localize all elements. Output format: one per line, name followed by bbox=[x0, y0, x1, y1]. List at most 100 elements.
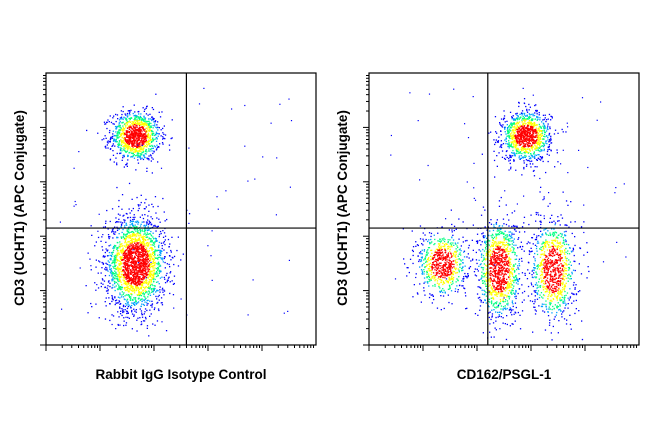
event-dot bbox=[153, 293, 155, 295]
event-dot bbox=[549, 127, 551, 130]
event-dot bbox=[161, 289, 163, 291]
event-dot bbox=[154, 225, 156, 227]
event-dot bbox=[115, 272, 117, 274]
event-dot bbox=[121, 236, 123, 239]
event-dot bbox=[116, 275, 118, 277]
event-dot bbox=[137, 271, 140, 273]
event-dot bbox=[421, 270, 423, 272]
event-dot bbox=[147, 130, 149, 132]
event-dot bbox=[505, 138, 507, 140]
event-dot bbox=[132, 280, 134, 282]
event-dot bbox=[149, 264, 151, 266]
event-dot bbox=[539, 138, 541, 140]
event-dot bbox=[143, 293, 145, 295]
event-dot bbox=[126, 262, 128, 264]
event-dot bbox=[151, 203, 153, 205]
event-dot bbox=[510, 135, 512, 138]
event-dot bbox=[518, 155, 520, 157]
event-dot bbox=[143, 145, 146, 148]
event-dot bbox=[425, 271, 428, 273]
event-dot bbox=[523, 140, 525, 142]
event-dot bbox=[141, 214, 143, 216]
event-dot bbox=[131, 281, 133, 283]
event-dot bbox=[126, 213, 128, 215]
event-dot bbox=[144, 266, 146, 268]
event-dot bbox=[137, 252, 139, 254]
event-dot bbox=[136, 140, 138, 142]
event-dot bbox=[462, 241, 464, 243]
event-dot bbox=[152, 158, 154, 160]
event-dot bbox=[146, 131, 148, 133]
event-dot bbox=[131, 238, 133, 240]
event-dot bbox=[112, 230, 114, 232]
event-dot bbox=[528, 120, 531, 122]
event-dot bbox=[500, 140, 502, 142]
event-dot bbox=[173, 255, 176, 258]
event-dot bbox=[133, 226, 136, 228]
event-dot bbox=[450, 242, 452, 244]
event-dot bbox=[530, 136, 532, 138]
event-dot bbox=[119, 241, 121, 243]
event-dot bbox=[158, 294, 160, 297]
event-dot bbox=[434, 280, 436, 282]
event-dot bbox=[521, 125, 523, 127]
event-dot bbox=[534, 124, 536, 126]
event-dot bbox=[126, 289, 128, 291]
event-dot bbox=[125, 243, 128, 246]
event-dot bbox=[145, 120, 147, 123]
event-dot bbox=[530, 127, 532, 129]
event-dot bbox=[155, 240, 157, 242]
event-dot bbox=[162, 143, 164, 145]
event-dot bbox=[538, 137, 540, 139]
event-dot bbox=[538, 126, 540, 128]
event-dot bbox=[438, 286, 440, 288]
event-dot bbox=[119, 129, 121, 132]
event-dot bbox=[125, 142, 127, 144]
event-dot bbox=[141, 303, 143, 305]
event-dot bbox=[140, 293, 142, 295]
event-dot bbox=[512, 130, 514, 132]
event-dot bbox=[505, 150, 508, 153]
event-dot bbox=[142, 262, 144, 264]
event-dot bbox=[508, 140, 510, 142]
event-dot bbox=[135, 273, 137, 275]
event-dot bbox=[438, 244, 440, 246]
event-dot bbox=[119, 287, 121, 289]
event-dot bbox=[145, 132, 147, 134]
event-dot bbox=[135, 132, 138, 135]
event-dot bbox=[421, 265, 423, 267]
event-dot bbox=[127, 257, 129, 259]
event-dot bbox=[135, 302, 137, 304]
event-dot bbox=[161, 247, 163, 250]
event-dot bbox=[127, 228, 129, 230]
event-dot bbox=[128, 141, 130, 143]
event-dot bbox=[158, 244, 160, 246]
event-dot bbox=[157, 205, 159, 208]
event-dot bbox=[140, 230, 142, 232]
event-dot bbox=[550, 119, 552, 121]
event-dot bbox=[112, 228, 114, 230]
event-dot bbox=[143, 254, 145, 257]
event-dot bbox=[123, 264, 125, 266]
event-dot bbox=[95, 303, 97, 305]
event-dot bbox=[119, 118, 122, 120]
event-dot bbox=[441, 273, 443, 275]
event-dot bbox=[137, 317, 139, 319]
event-dot bbox=[132, 129, 134, 132]
event-dot bbox=[127, 253, 129, 255]
event-dot bbox=[124, 249, 127, 252]
event-dot bbox=[108, 236, 110, 238]
event-dot bbox=[141, 154, 143, 156]
event-dot bbox=[134, 298, 136, 300]
event-dot bbox=[139, 155, 141, 157]
event-dot bbox=[156, 217, 158, 219]
event-dot bbox=[519, 141, 521, 144]
event-dot bbox=[118, 199, 120, 202]
event-dot bbox=[517, 135, 519, 137]
event-dot bbox=[135, 129, 137, 131]
event-dot bbox=[528, 135, 530, 137]
event-dot bbox=[169, 292, 171, 295]
event-dot bbox=[493, 150, 495, 152]
event-dot bbox=[458, 238, 460, 240]
event-dot bbox=[134, 268, 136, 270]
